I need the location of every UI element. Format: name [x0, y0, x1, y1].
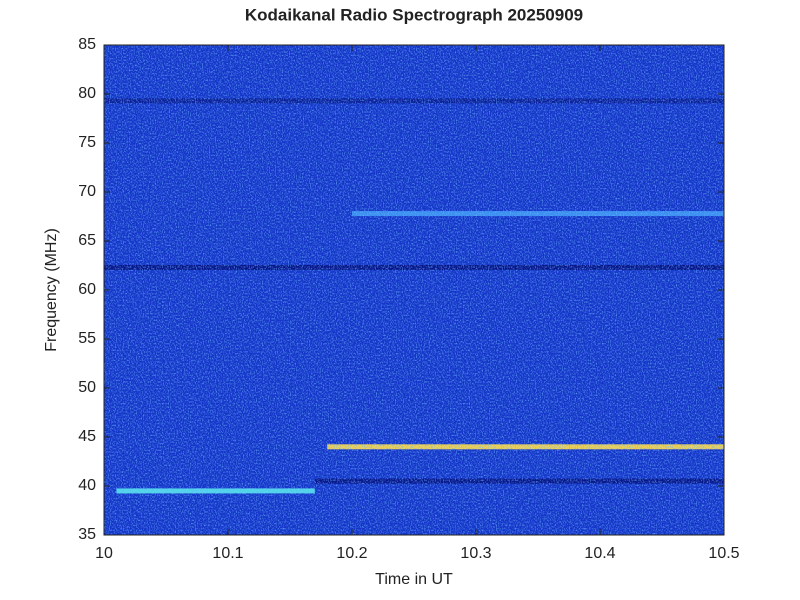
y-tick-label: 85: [78, 36, 96, 53]
y-tick-label: 70: [78, 183, 96, 200]
x-tick-label: 10.2: [336, 545, 367, 562]
y-tick-label: 60: [78, 281, 96, 298]
y-tick-label: 65: [78, 232, 96, 249]
y-tick-label: 55: [78, 330, 96, 347]
noise-texture: [104, 45, 724, 535]
x-tick-label: 10: [95, 545, 113, 562]
y-tick-label: 75: [78, 134, 96, 151]
y-tick-label: 45: [78, 428, 96, 445]
y-tick-label: 80: [78, 85, 96, 102]
y-axis-label: Frequency (MHz): [43, 228, 60, 352]
x-tick-label: 10.1: [212, 545, 243, 562]
x-tick-label: 10.5: [708, 545, 739, 562]
x-tick-label: 10.4: [584, 545, 615, 562]
y-tick-label: 35: [78, 526, 96, 543]
x-tick-label: 10.3: [460, 545, 491, 562]
x-axis-label: Time in UT: [375, 571, 453, 588]
chart-title: Kodaikanal Radio Spectrograph 20250909: [245, 5, 583, 24]
y-tick-label: 50: [78, 379, 96, 396]
plot-area: 10 10.1 10.2 10.3 10.4 10.5 35 40 45 50 55 60 65 70 75…: [78, 36, 739, 562]
y-tick-label: 40: [78, 477, 96, 494]
